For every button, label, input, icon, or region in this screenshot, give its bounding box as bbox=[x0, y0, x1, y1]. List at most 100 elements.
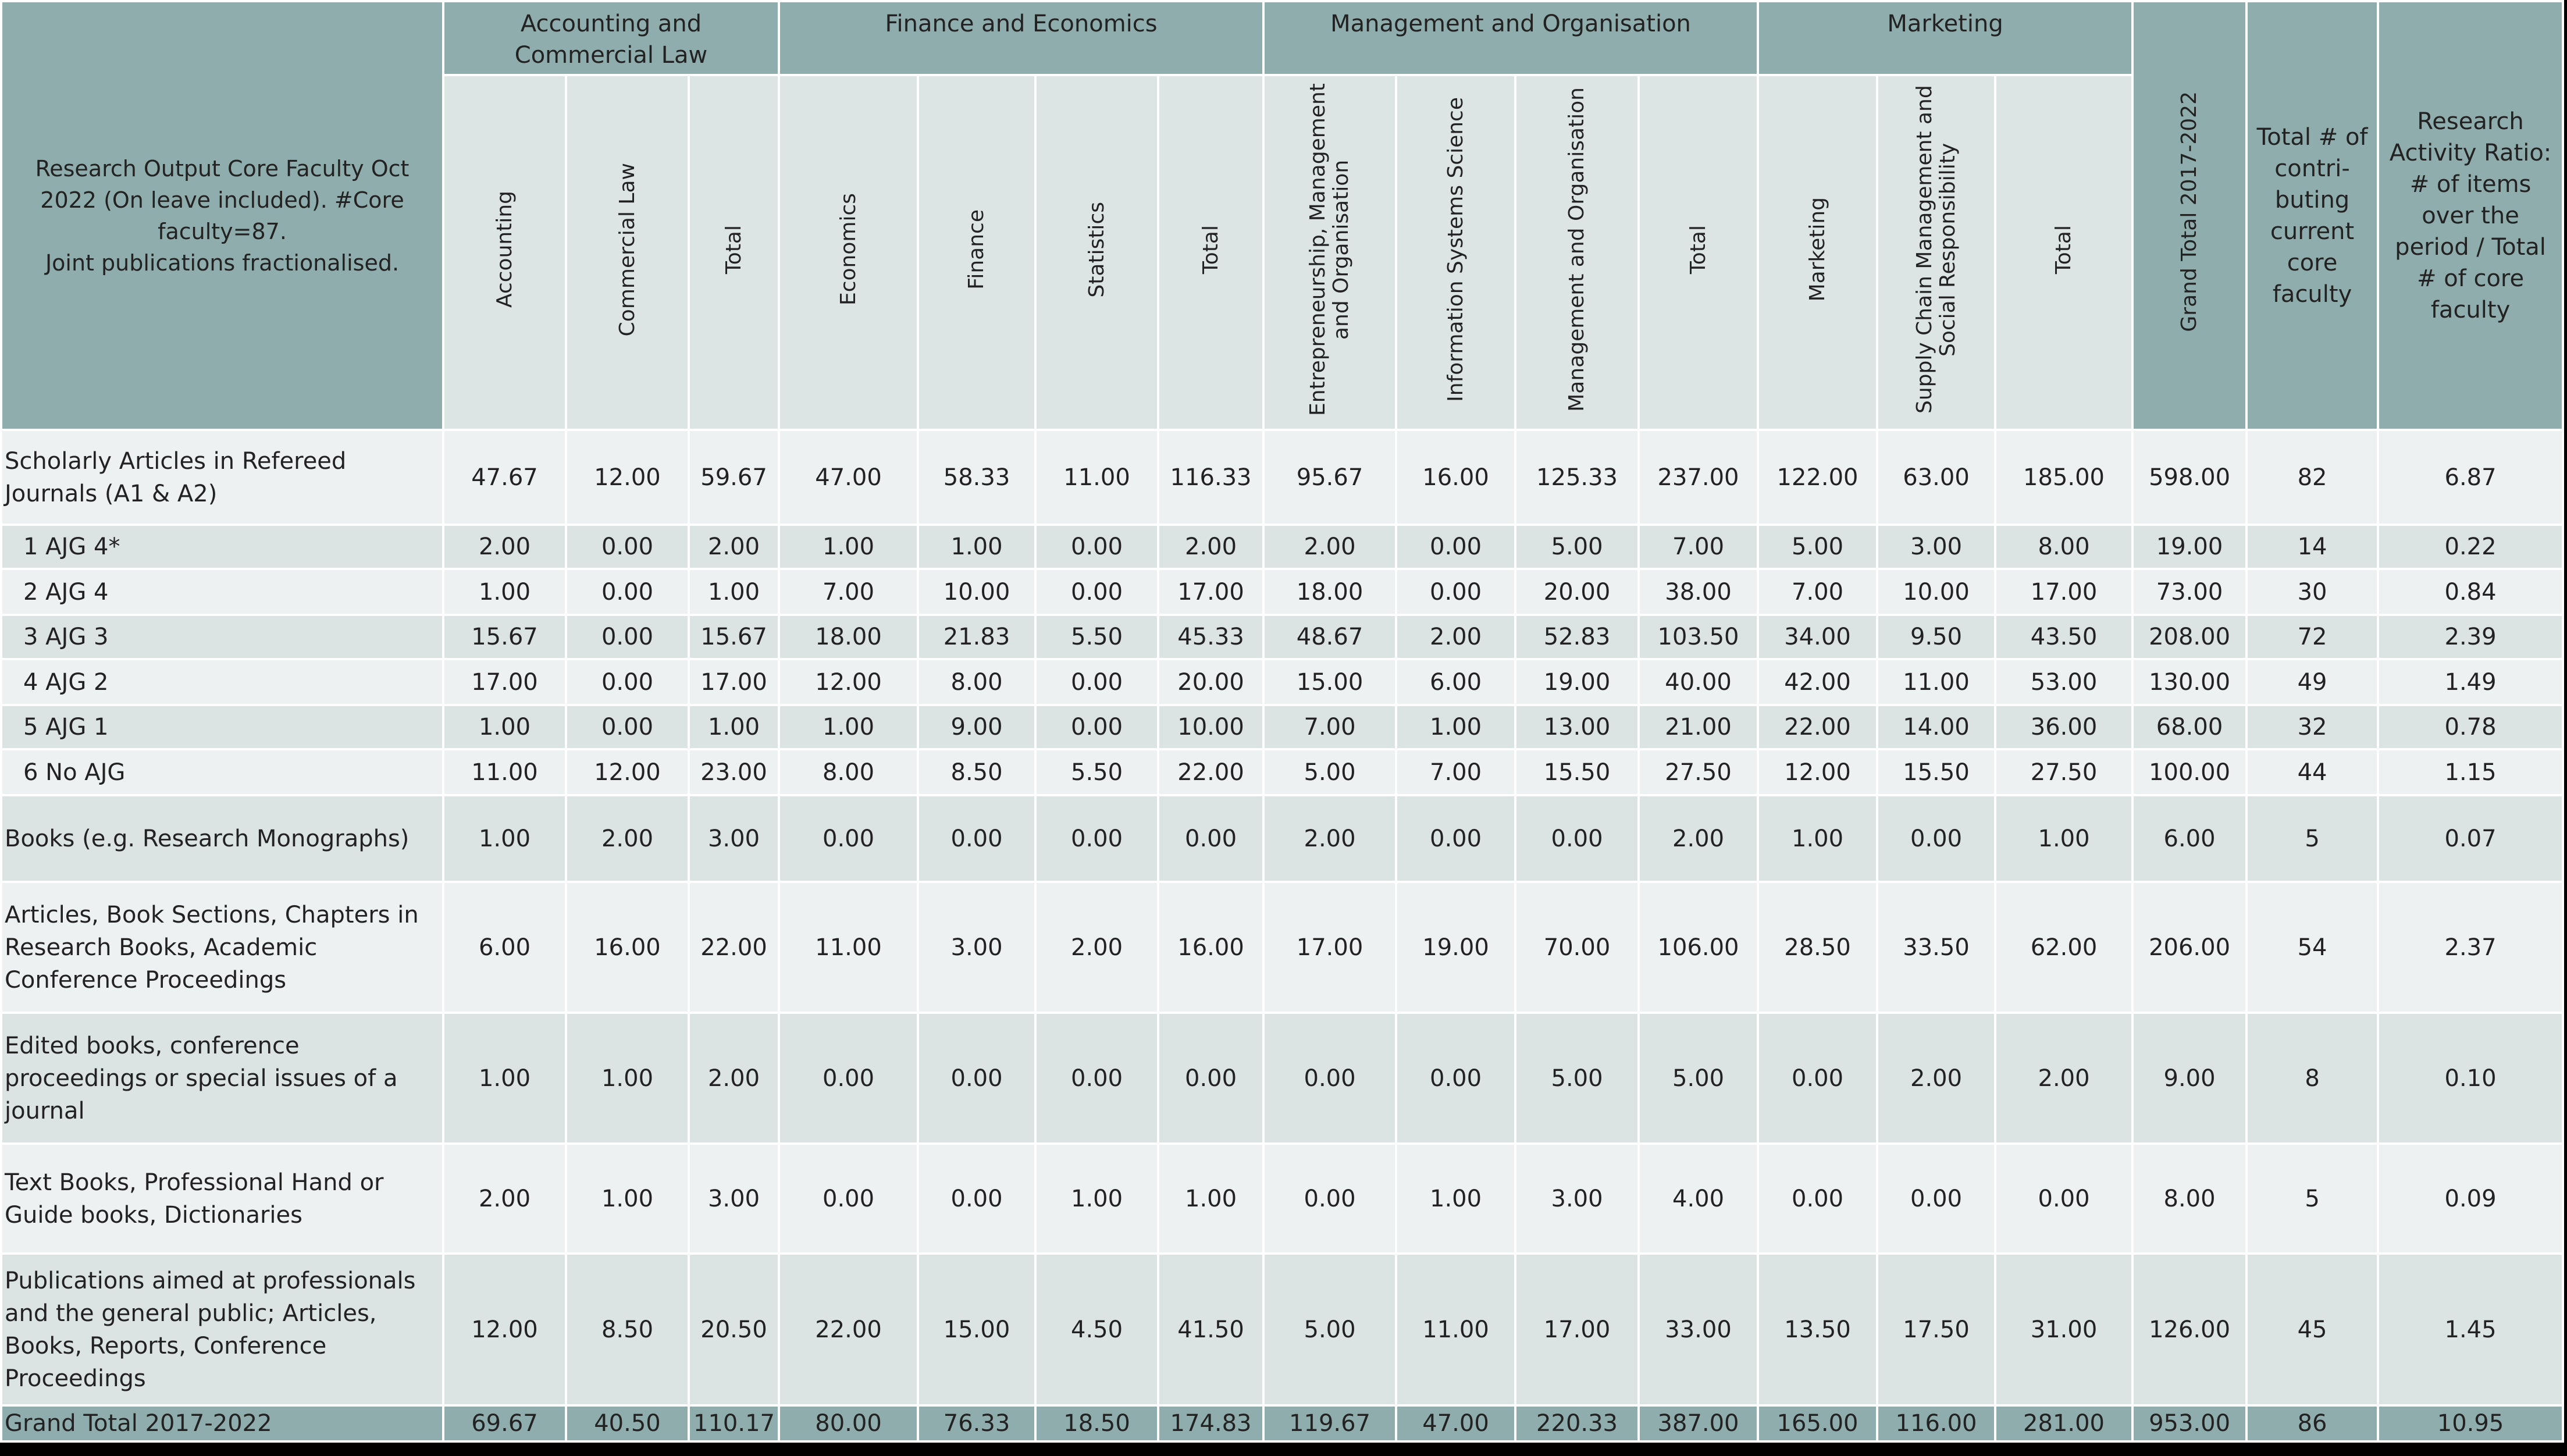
cell: 4.50 bbox=[1034, 1252, 1160, 1407]
cell: 10.00 bbox=[917, 568, 1037, 616]
column-header-text: Entrepreneurship, Management and Organis… bbox=[1306, 83, 1354, 416]
cell: 122.00 bbox=[1757, 429, 1879, 526]
cell: 0.00 bbox=[1395, 794, 1517, 883]
cell: 16.00 bbox=[1395, 429, 1517, 526]
column-header-text: Information Systems Science bbox=[1443, 97, 1468, 402]
cell: 5.00 bbox=[1262, 1252, 1398, 1407]
cell: 17.50 bbox=[1876, 1252, 1997, 1407]
table-row: 4 AJG 2 17.00 0.00 17.00 12.00 8.00 0.00 20.00 1… bbox=[0, 658, 2565, 706]
cell: 3.00 bbox=[687, 794, 781, 883]
column-header: Information Systems Science bbox=[1395, 74, 1517, 431]
cell: 0.07 bbox=[2377, 794, 2565, 883]
cell: 387.00 bbox=[1637, 1404, 1760, 1443]
cell: 2.00 bbox=[1395, 614, 1517, 660]
cell: 68.00 bbox=[2131, 704, 2248, 750]
row-label: 1 AJG 4* bbox=[0, 524, 444, 570]
cell: 4.00 bbox=[1637, 1142, 1760, 1255]
cell: 18.50 bbox=[1034, 1404, 1160, 1443]
cell: 7.00 bbox=[1395, 748, 1517, 796]
cell: 23.00 bbox=[687, 748, 781, 796]
cell: 31.00 bbox=[1994, 1252, 2134, 1407]
cell: 0.00 bbox=[1157, 794, 1265, 883]
cell: 5.00 bbox=[1262, 748, 1398, 796]
cell: 2.00 bbox=[1876, 1012, 1997, 1145]
column-header: Commercial Law bbox=[565, 74, 690, 431]
cell: 5.50 bbox=[1034, 614, 1160, 660]
cell: 6.00 bbox=[2131, 794, 2248, 883]
cell: 15.67 bbox=[687, 614, 781, 660]
cell: 8.50 bbox=[565, 1252, 690, 1407]
cell: 0.00 bbox=[565, 704, 690, 750]
cell: 8.00 bbox=[2131, 1142, 2248, 1255]
cell: 0.00 bbox=[917, 1142, 1037, 1255]
cell: 15.50 bbox=[1514, 748, 1640, 796]
cell: 0.00 bbox=[1994, 1142, 2134, 1255]
column-header: Marketing bbox=[1757, 74, 1879, 431]
cell: 2.00 bbox=[1262, 794, 1398, 883]
cell: 73.00 bbox=[2131, 568, 2248, 616]
cell: 0.00 bbox=[1514, 794, 1640, 883]
cell: 62.00 bbox=[1994, 881, 2134, 1014]
row-label: 4 AJG 2 bbox=[0, 658, 444, 706]
cell: 0.00 bbox=[917, 794, 1037, 883]
cell: 20.00 bbox=[1157, 658, 1265, 706]
cell: 2.00 bbox=[1262, 524, 1398, 570]
column-header-text: Supply Chain Management and Social Respo… bbox=[1912, 85, 1960, 414]
cell: 0.00 bbox=[1034, 568, 1160, 616]
cell: 1.00 bbox=[442, 568, 567, 616]
column-header-text: Total bbox=[1198, 225, 1223, 275]
column-header: Total bbox=[687, 74, 781, 431]
cell: 1.00 bbox=[442, 1012, 567, 1145]
column-header: Economics bbox=[778, 74, 920, 431]
cell: 15.67 bbox=[442, 614, 567, 660]
cell: 0.00 bbox=[1395, 1012, 1517, 1145]
cell: 45.33 bbox=[1157, 614, 1265, 660]
cell: 5.00 bbox=[1637, 1012, 1760, 1145]
table-row: Text Books, Professional Hand or Guide b… bbox=[0, 1142, 2565, 1255]
cell: 165.00 bbox=[1757, 1404, 1879, 1443]
cell: 0.00 bbox=[917, 1012, 1037, 1145]
cell: 22.00 bbox=[687, 881, 781, 1014]
cell: 11.00 bbox=[442, 748, 567, 796]
cell: 10.00 bbox=[1157, 704, 1265, 750]
cell: 185.00 bbox=[1994, 429, 2134, 526]
column-header: Total bbox=[1637, 74, 1760, 431]
cell: 0.00 bbox=[778, 1012, 920, 1145]
cell: 2.00 bbox=[1994, 1012, 2134, 1145]
cell: 1.15 bbox=[2377, 748, 2565, 796]
cell: 58.33 bbox=[917, 429, 1037, 526]
row-label: 6 No AJG bbox=[0, 748, 444, 796]
row-label: Books (e.g. Research Monographs) bbox=[0, 794, 444, 883]
cell: 3.00 bbox=[1514, 1142, 1640, 1255]
cell: 206.00 bbox=[2131, 881, 2248, 1014]
cell: 15.00 bbox=[1262, 658, 1398, 706]
cell: 34.00 bbox=[1757, 614, 1879, 660]
cell: 15.50 bbox=[1876, 748, 1997, 796]
row-label: Scholarly Articles in Refereed Journals … bbox=[0, 429, 444, 526]
cell: 9.00 bbox=[2131, 1012, 2248, 1145]
cell: 9.00 bbox=[917, 704, 1037, 750]
cell: 1.00 bbox=[1034, 1142, 1160, 1255]
cell: 237.00 bbox=[1637, 429, 1760, 526]
cell: 86 bbox=[2245, 1404, 2380, 1443]
cell: 38.00 bbox=[1637, 568, 1760, 616]
row-label: Edited books, conference proceedings or … bbox=[0, 1012, 444, 1145]
cell: 1.00 bbox=[565, 1012, 690, 1145]
cell: 28.50 bbox=[1757, 881, 1879, 1014]
table-row: Books (e.g. Research Monographs) 1.00 2.00… bbox=[0, 794, 2565, 883]
column-header: Accounting bbox=[442, 74, 567, 431]
cell: 17.00 bbox=[442, 658, 567, 706]
cell: 2.00 bbox=[442, 524, 567, 570]
cell: 0.00 bbox=[565, 568, 690, 616]
cell: 106.00 bbox=[1637, 881, 1760, 1014]
cell: 16.00 bbox=[565, 881, 690, 1014]
cell: 0.00 bbox=[1876, 794, 1997, 883]
cell: 43.50 bbox=[1994, 614, 2134, 660]
cell: 33.00 bbox=[1637, 1252, 1760, 1407]
cell: 18.00 bbox=[778, 614, 920, 660]
cell: 14.00 bbox=[1876, 704, 1997, 750]
cell: 52.83 bbox=[1514, 614, 1640, 660]
table-row: Articles, Book Sections, Chapters in Res… bbox=[0, 881, 2565, 1014]
cell: 41.50 bbox=[1157, 1252, 1265, 1407]
